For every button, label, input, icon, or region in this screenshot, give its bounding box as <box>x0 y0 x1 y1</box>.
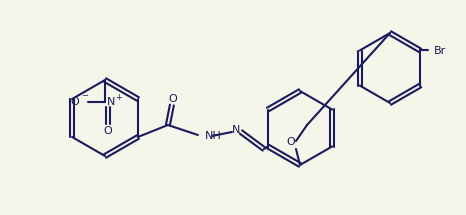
Text: NH: NH <box>205 131 222 141</box>
Text: N: N <box>232 125 240 135</box>
Text: O: O <box>169 94 177 104</box>
Text: O: O <box>287 137 295 147</box>
Text: +: + <box>115 92 122 101</box>
Text: O: O <box>103 126 112 136</box>
Text: N: N <box>107 97 116 107</box>
Text: O: O <box>70 97 79 107</box>
Text: −: − <box>82 92 89 100</box>
Text: Br: Br <box>434 46 446 55</box>
